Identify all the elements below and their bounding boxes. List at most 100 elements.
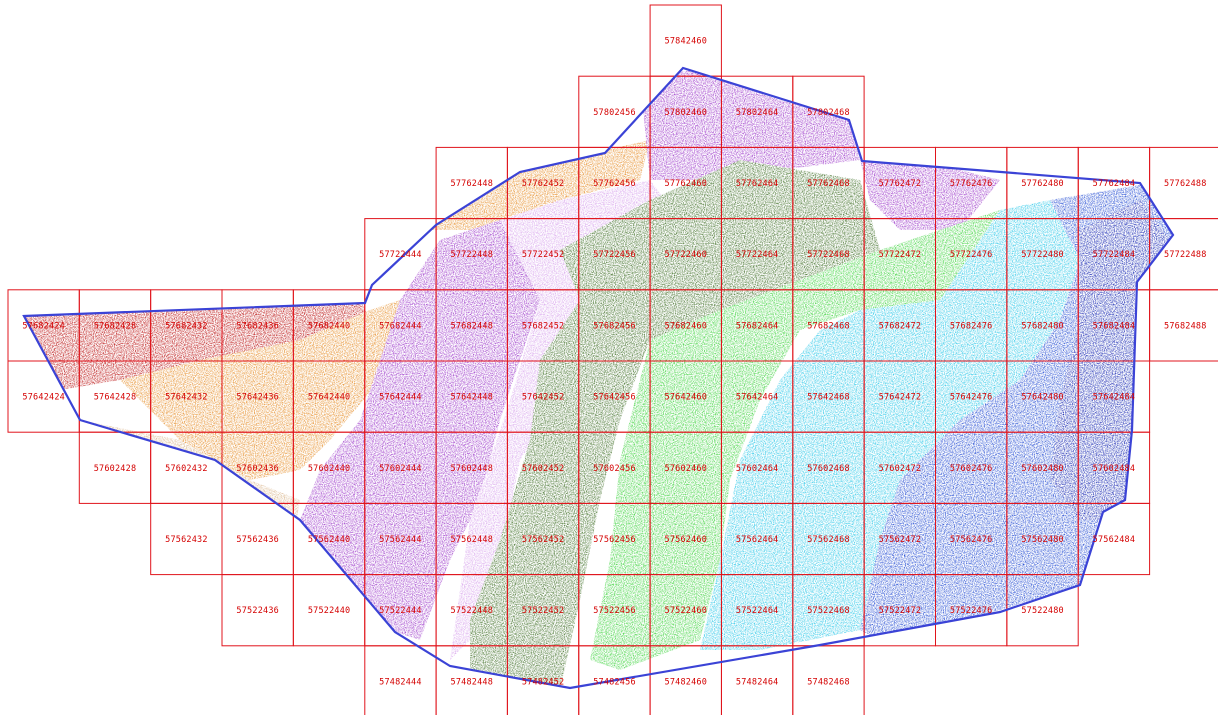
tile-label: 57802464 <box>736 108 779 118</box>
tile-label: 57642448 <box>451 393 494 403</box>
tile-label: 57722480 <box>1021 250 1064 260</box>
tile-57682488[interactable] <box>1149 289 1218 362</box>
tile-label: 57522440 <box>308 606 351 616</box>
tile-label: 57642440 <box>308 393 351 403</box>
tile-label: 57762480 <box>1021 179 1064 189</box>
tile-label: 57562444 <box>379 535 422 545</box>
tile-label: 57722460 <box>665 250 708 260</box>
tile-label: 57682476 <box>950 321 993 331</box>
tile-label: 57682464 <box>736 321 779 331</box>
tile-label: 57642476 <box>950 393 993 403</box>
tile-label: 57642464 <box>736 393 779 403</box>
tile-label: 57762460 <box>665 179 708 189</box>
tile-label: 57682452 <box>522 321 565 331</box>
tile-label: 57522464 <box>736 606 779 616</box>
tile-label: 57602460 <box>665 464 708 474</box>
tile-label: 57482460 <box>665 677 708 687</box>
tile-label: 57562460 <box>665 535 708 545</box>
tile-label: 57682428 <box>94 321 137 331</box>
tile-label: 57682440 <box>308 321 351 331</box>
tile-label: 57602436 <box>236 464 279 474</box>
tile-label: 57682432 <box>165 321 208 331</box>
tile-57482468[interactable] <box>792 645 865 715</box>
zone-orange-top <box>430 140 650 230</box>
tile-label: 57482444 <box>379 677 422 687</box>
tile-label: 57562484 <box>1093 535 1136 545</box>
tile-label: 57682424 <box>22 321 65 331</box>
tile-label: 57562432 <box>165 535 208 545</box>
tile-label: 57602448 <box>451 464 494 474</box>
tile-grid <box>7 4 1218 715</box>
tile-label: 57722468 <box>807 250 850 260</box>
tile-label: 57522468 <box>807 606 850 616</box>
tile-label: 57802456 <box>593 108 636 118</box>
tile-label: 57642456 <box>593 393 636 403</box>
tile-label: 57642452 <box>522 393 565 403</box>
tile-label: 57722488 <box>1164 250 1207 260</box>
tile-label: 57642424 <box>22 393 65 403</box>
tile-label: 57562456 <box>593 535 636 545</box>
tile-label: 57562476 <box>950 535 993 545</box>
tile-label: 57482452 <box>522 677 565 687</box>
tile-label: 57522452 <box>522 606 565 616</box>
tile-label: 57482456 <box>593 677 636 687</box>
zone-purple-top <box>640 70 860 180</box>
zone-green <box>590 210 1000 670</box>
tile-label: 57682448 <box>451 321 494 331</box>
tile-label: 57722464 <box>736 250 779 260</box>
tile-label: 57682472 <box>879 321 922 331</box>
tile-label: 57762484 <box>1093 179 1136 189</box>
tile-label: 57722456 <box>593 250 636 260</box>
tile-label: 57562472 <box>879 535 922 545</box>
tile-label: 57802468 <box>807 108 850 118</box>
tile-label: 57642484 <box>1093 393 1136 403</box>
tile-label: 57722448 <box>451 250 494 260</box>
tile-label: 57642468 <box>807 393 850 403</box>
tile-label: 57762472 <box>879 179 922 189</box>
tile-label: 57762488 <box>1164 179 1207 189</box>
tile-label: 57722444 <box>379 250 422 260</box>
elevation-zones <box>24 70 1173 688</box>
tile-label: 57602484 <box>1093 464 1136 474</box>
tile-label: 57642428 <box>94 393 137 403</box>
tile-label: 57602472 <box>879 464 922 474</box>
tile-label: 57682460 <box>665 321 708 331</box>
tile-label: 57602480 <box>1021 464 1064 474</box>
tile-label: 57642480 <box>1021 393 1064 403</box>
tile-label: 57522444 <box>379 606 422 616</box>
zone-purple-ne <box>860 160 1000 230</box>
zone-red <box>24 300 370 390</box>
tile-label: 57762448 <box>451 179 494 189</box>
tile-label: 57762452 <box>522 179 565 189</box>
tile-label: 57642460 <box>665 393 708 403</box>
tile-label: 57522476 <box>950 606 993 616</box>
tile-label: 57642432 <box>165 393 208 403</box>
zone-darkgreen <box>470 160 880 688</box>
tile-label: 57762476 <box>950 179 993 189</box>
tile-label: 57722452 <box>522 250 565 260</box>
tile-label: 57602468 <box>807 464 850 474</box>
tile-label: 57682436 <box>236 321 279 331</box>
tile-label: 57562436 <box>236 535 279 545</box>
tile-label: 57722476 <box>950 250 993 260</box>
tile-label: 57682488 <box>1164 321 1207 331</box>
tile-label: 57482448 <box>451 677 494 687</box>
tile-label: 57562468 <box>807 535 850 545</box>
tile-57562484[interactable] <box>1077 502 1151 576</box>
tile-label: 57602452 <box>522 464 565 474</box>
tile-label: 57562448 <box>451 535 494 545</box>
survey-boundary <box>22 66 1175 690</box>
tile-label: 57522436 <box>236 606 279 616</box>
tile-label: 57522448 <box>451 606 494 616</box>
tile-label: 57522456 <box>593 606 636 616</box>
tile-label: 57602456 <box>593 464 636 474</box>
zone-cyan <box>700 200 1080 650</box>
tile-label: 57642444 <box>379 393 422 403</box>
zone-orange <box>120 300 400 480</box>
tile-label: 57682468 <box>807 321 850 331</box>
tile-label: 57682456 <box>593 321 636 331</box>
tile-label: 57602464 <box>736 464 779 474</box>
tile-label: 57682444 <box>379 321 422 331</box>
tile-label: 57762456 <box>593 179 636 189</box>
